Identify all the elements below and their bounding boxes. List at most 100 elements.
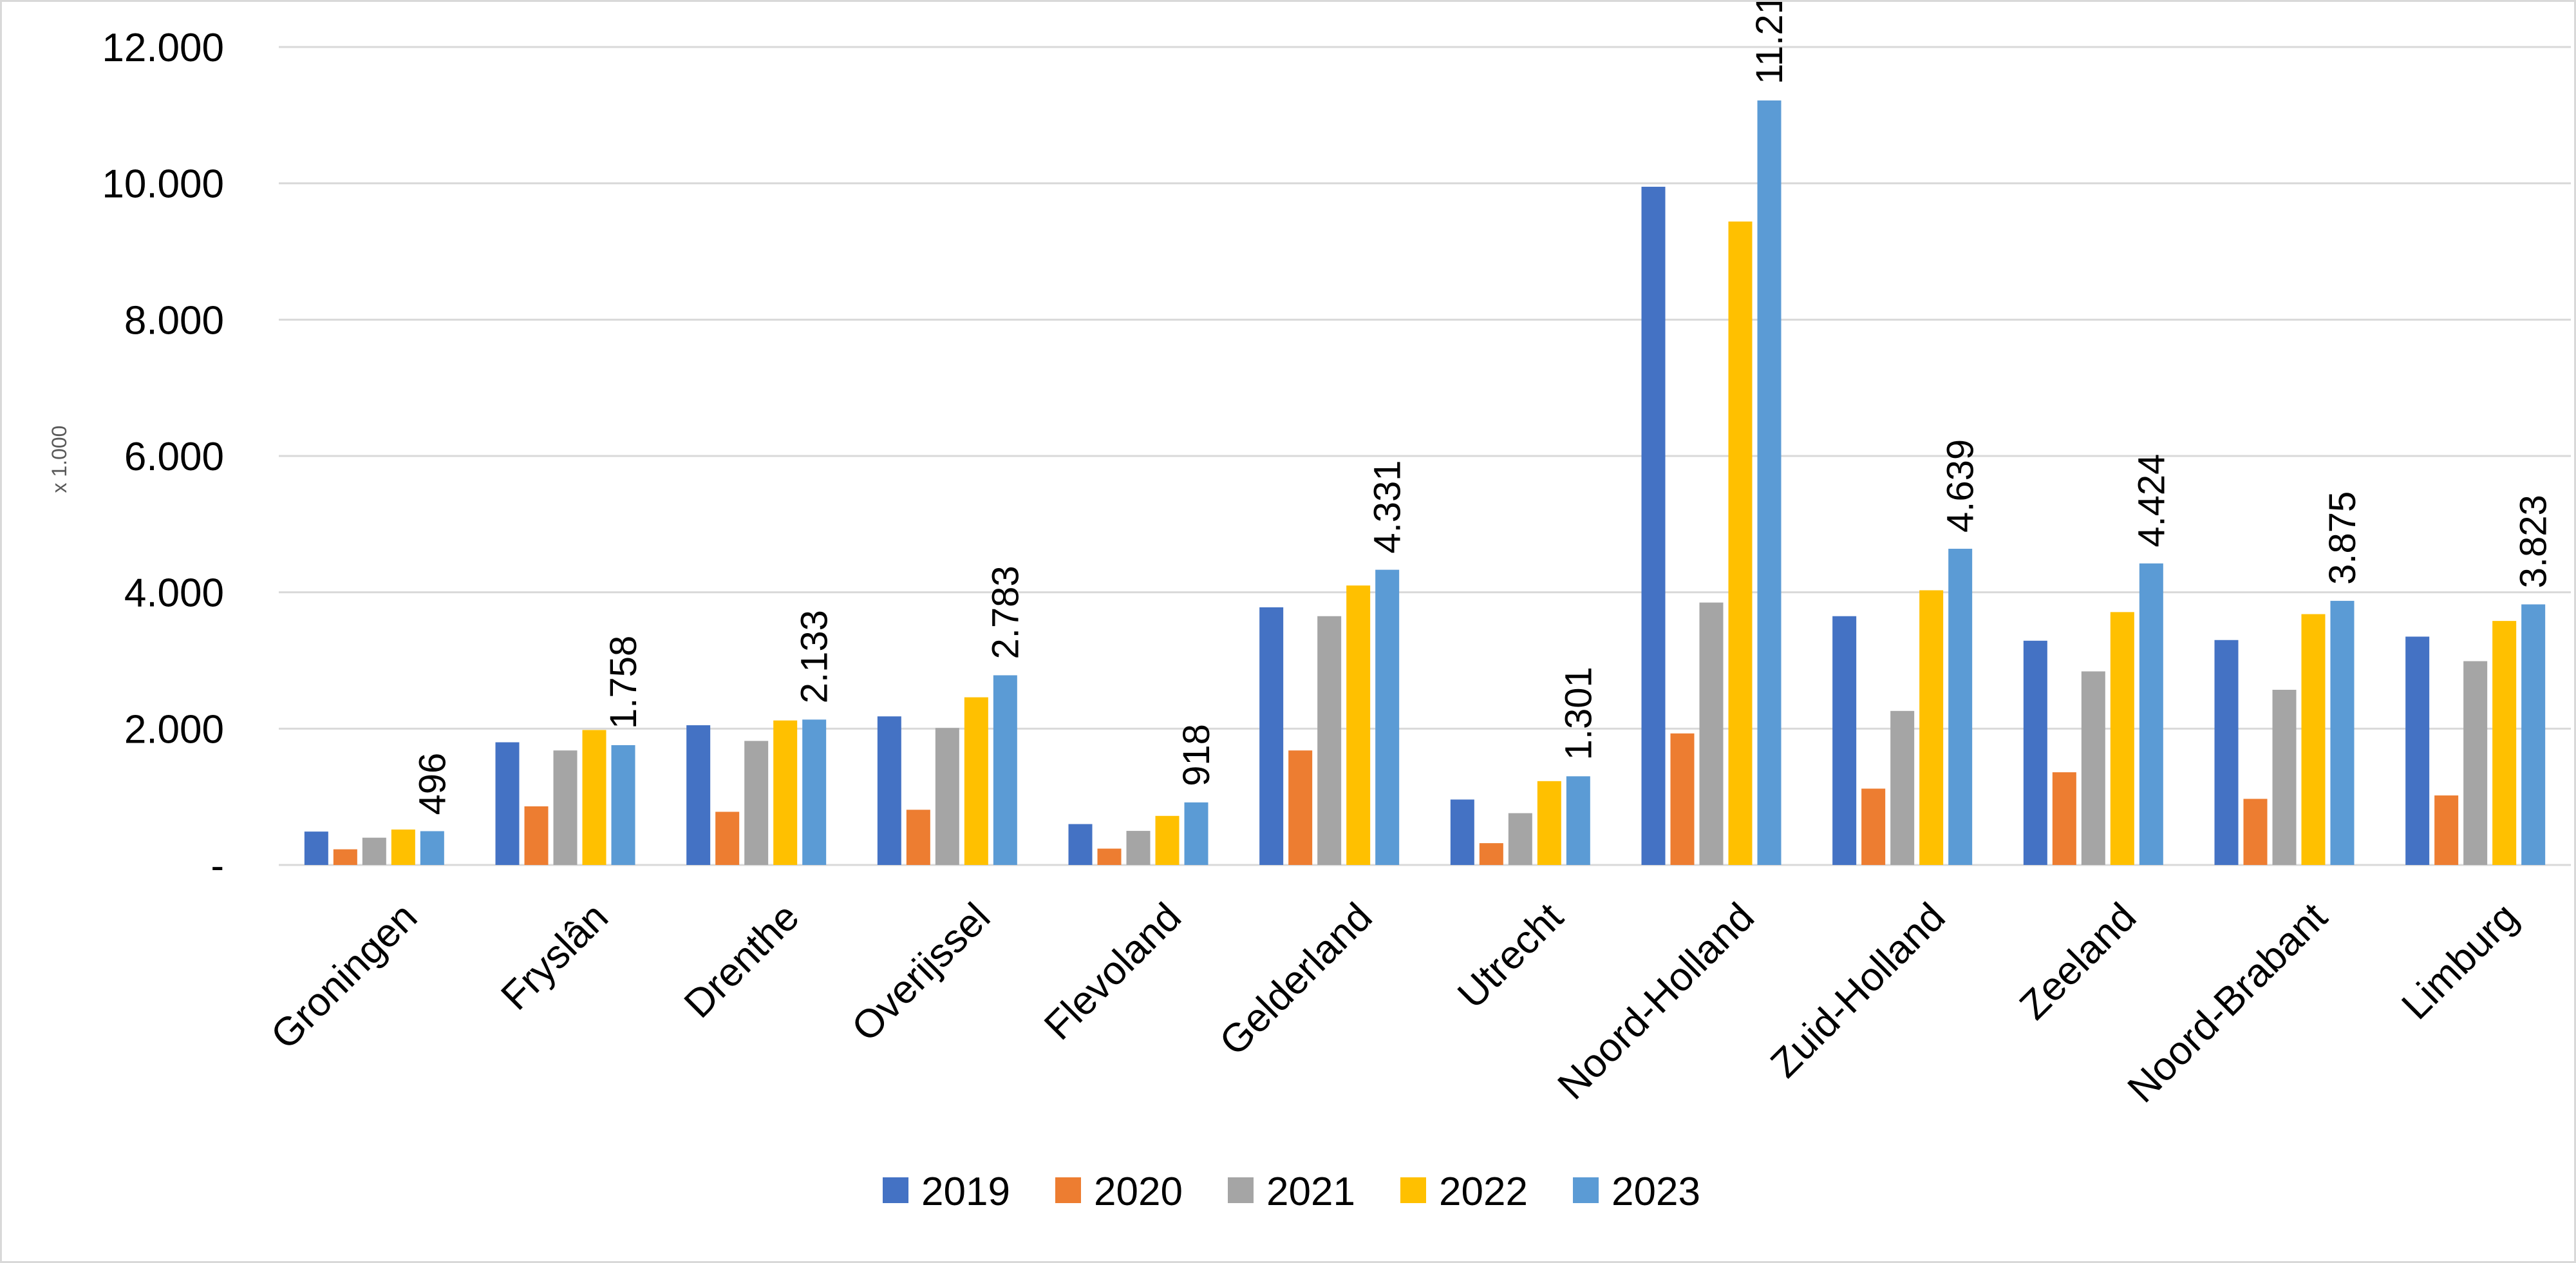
bar-2022-1 <box>582 730 606 865</box>
x-tick-label: Limburg <box>2393 895 2526 1028</box>
data-label-1: 1.758 <box>603 636 644 729</box>
unit-label: x 1.000 <box>48 426 71 493</box>
bars <box>304 100 2546 865</box>
x-tick-label: Zeeland <box>2011 895 2145 1028</box>
bar-2020-11 <box>2434 795 2459 865</box>
data-label-0: 496 <box>411 753 453 815</box>
bar-2022-4 <box>1155 815 1180 865</box>
bar-2023-9 <box>2139 563 2163 865</box>
bar-2022-7 <box>1728 221 1753 865</box>
bar-2023-5 <box>1375 569 1400 865</box>
bar-2023-6 <box>1566 776 1590 865</box>
bar-2019-10 <box>2214 640 2239 865</box>
bar-2022-10 <box>2301 614 2326 865</box>
bar-2023-11 <box>2521 604 2546 865</box>
data-label-11: 3.823 <box>2513 495 2555 588</box>
bar-2020-8 <box>1861 788 1886 865</box>
bar-2021-5 <box>1317 616 1342 865</box>
x-tick-label: Drenthe <box>676 895 808 1027</box>
x-tick-label: Groningen <box>263 895 426 1058</box>
bar-2021-3 <box>935 728 959 865</box>
bar-2019-9 <box>2023 640 2047 865</box>
bar-2020-2 <box>715 812 740 865</box>
legend-item-2019: 2019 <box>883 1170 1010 1214</box>
x-tick-label: Zuid-Holland <box>1762 895 1953 1086</box>
bar-2020-10 <box>2243 799 2268 865</box>
bar-2023-4 <box>1184 802 1208 865</box>
bar-2019-0 <box>304 831 328 865</box>
legend-swatch <box>1573 1177 1599 1203</box>
bar-2021-8 <box>1890 710 1915 865</box>
bar-2020-7 <box>1670 733 1695 865</box>
y-tick-label: 6.000 <box>124 435 224 479</box>
bar-2021-11 <box>2463 661 2488 865</box>
x-tick-label: Noord-Holland <box>1549 895 1762 1108</box>
bar-2022-6 <box>1537 781 1561 865</box>
legend-swatch <box>1400 1177 1426 1203</box>
data-labels: 496 1.758 2.133 2.783 918 4.331 1.301 11.216 4.6… <box>411 2 2554 815</box>
y-tick-label: 4.000 <box>124 571 224 616</box>
data-label-7: 11.216 <box>1749 2 1791 84</box>
legend-label: 2020 <box>1094 1170 1183 1214</box>
x-axis-tick-labels: Groningen Fryslân Drenthe Overijssel Flevola… <box>263 895 2527 1111</box>
bar-2019-4 <box>1068 824 1093 865</box>
bar-2020-9 <box>2052 772 2076 865</box>
bar-2022-2 <box>773 720 798 865</box>
x-tick-label: Fryslân <box>493 895 617 1019</box>
data-label-3: 2.783 <box>984 565 1026 659</box>
bar-2022-11 <box>2492 621 2517 865</box>
bar-2023-8 <box>1948 549 1973 865</box>
bar-2021-10 <box>2272 690 2297 865</box>
y-tick-label: 8.000 <box>124 298 224 343</box>
y-tick-label: 10.000 <box>102 162 224 207</box>
data-label-9: 4.424 <box>2130 454 2172 547</box>
legend: 2019 2020 2021 2022 2023 <box>883 1170 1700 1214</box>
bar-2023-7 <box>1757 100 1782 865</box>
legend-label: 2023 <box>1612 1170 1700 1214</box>
bar-2021-0 <box>362 837 386 865</box>
legend-item-2020: 2020 <box>1055 1170 1183 1214</box>
y-tick-label: - <box>211 844 224 888</box>
bar-2020-3 <box>906 810 930 865</box>
x-tick-label: Utrecht <box>1449 895 1572 1017</box>
x-tick-label: Overijssel <box>843 895 999 1050</box>
bar-2020-1 <box>524 806 549 865</box>
bar-2023-2 <box>802 719 827 865</box>
bar-2022-9 <box>2110 612 2134 865</box>
bar-2021-7 <box>1699 602 1724 865</box>
bar-2020-5 <box>1288 750 1313 865</box>
bar-2019-3 <box>877 716 901 865</box>
bar-2019-5 <box>1259 607 1284 865</box>
data-label-2: 2.133 <box>794 610 836 703</box>
bar-2023-3 <box>993 675 1017 865</box>
x-tick-label: Flevoland <box>1036 895 1190 1049</box>
bar-2021-9 <box>2081 671 2105 865</box>
bar-2020-4 <box>1097 848 1122 865</box>
data-label-5: 4.331 <box>1367 460 1409 553</box>
x-tick-label: Noord-Brabant <box>2120 895 2336 1111</box>
legend-swatch <box>1228 1177 1254 1203</box>
legend-label: 2021 <box>1266 1170 1355 1214</box>
bar-2019-1 <box>495 742 520 865</box>
bar-2021-1 <box>553 750 578 865</box>
bar-2019-8 <box>1832 616 1857 865</box>
bar-2022-0 <box>391 829 415 865</box>
bar-2020-0 <box>333 849 357 865</box>
bar-2021-6 <box>1508 813 1532 865</box>
bar-2023-10 <box>2330 600 2355 865</box>
bar-2022-3 <box>964 697 988 865</box>
legend-swatch <box>883 1177 908 1203</box>
bar-2023-1 <box>611 745 635 865</box>
gridlines <box>279 46 2571 866</box>
data-label-10: 3.875 <box>2322 491 2364 585</box>
data-label-6: 1.301 <box>1557 667 1599 760</box>
y-tick-label: 12.000 <box>102 26 224 70</box>
data-label-4: 918 <box>1176 724 1217 786</box>
bar-2021-2 <box>744 741 769 865</box>
bar-2022-8 <box>1919 590 1944 865</box>
legend-swatch <box>1055 1177 1081 1203</box>
legend-item-2021: 2021 <box>1228 1170 1355 1214</box>
legend-label: 2022 <box>1439 1170 1528 1214</box>
